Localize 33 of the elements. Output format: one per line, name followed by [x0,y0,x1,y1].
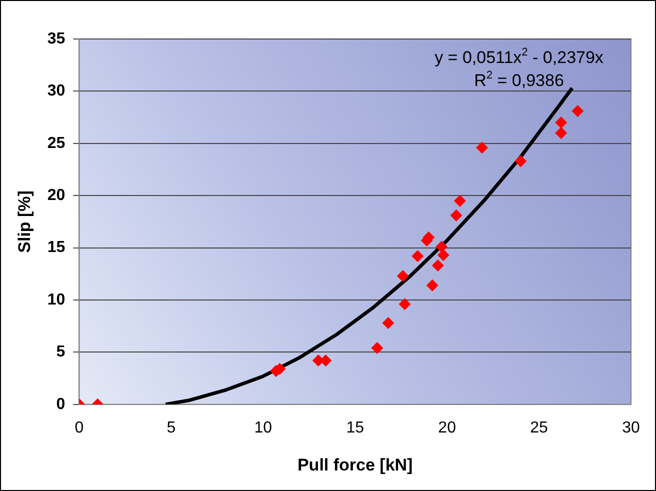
point [437,249,450,262]
point [371,342,384,354]
x-tick-label: 20 [438,419,456,436]
point [436,240,448,253]
y-tick-label: 35 [47,30,66,48]
point [555,126,568,139]
point [396,270,409,282]
point [476,142,488,154]
y-tick-label: 10 [47,291,66,308]
point [432,260,444,272]
x-tick-label: 15 [346,419,364,436]
point [398,298,411,310]
x-tick-label: 5 [166,419,176,436]
point [450,209,462,222]
point [412,250,424,262]
y-tick-label: 5 [56,344,66,361]
x-tick-label: 30 [622,419,640,436]
x-axis-title: Pull force [kN] [297,455,413,474]
point [426,279,438,292]
point [454,194,466,207]
point [514,155,527,168]
y-tick-label: 0 [56,396,66,413]
x-tick-label: 25 [530,419,548,436]
point [572,105,584,118]
y-tick-label: 30 [47,82,66,100]
point [555,116,568,129]
y-tick-label: 25 [47,134,66,152]
x-tick-label: 0 [74,419,84,436]
point [382,316,394,329]
x-tick-label: 10 [254,419,272,436]
y-tick-label: 15 [47,239,66,256]
y-axis-title: Slip [%] [14,190,34,253]
y-tick-label: 20 [47,187,66,204]
